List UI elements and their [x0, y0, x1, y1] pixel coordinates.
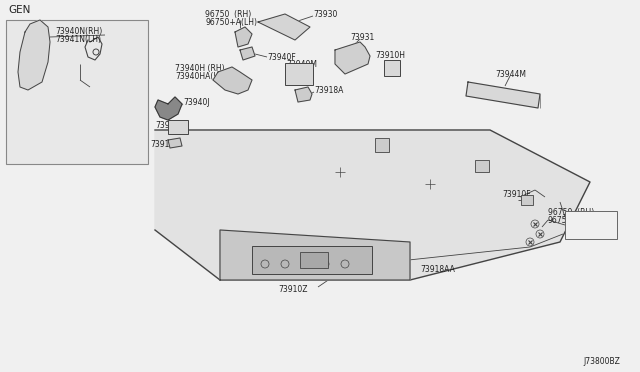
- Text: 73910Z: 73910Z: [278, 285, 307, 294]
- Text: 73918AA: 73918AA: [420, 264, 455, 273]
- Text: 73940M: 73940M: [582, 222, 613, 231]
- Text: GEN: GEN: [8, 5, 30, 15]
- Polygon shape: [235, 27, 252, 47]
- Bar: [521, 195, 533, 205]
- Text: 73918A: 73918A: [150, 140, 179, 148]
- Text: 96750  (RH): 96750 (RH): [548, 208, 595, 217]
- Text: 73944M: 73944M: [495, 70, 526, 78]
- Text: 73940M: 73940M: [155, 121, 186, 129]
- Polygon shape: [220, 230, 410, 280]
- Polygon shape: [18, 20, 50, 90]
- Text: 73941N(LH): 73941N(LH): [55, 35, 101, 44]
- Text: J73800BZ: J73800BZ: [583, 357, 620, 366]
- Bar: [168, 120, 188, 134]
- Polygon shape: [155, 97, 182, 120]
- Text: 73940H (RH): 73940H (RH): [175, 64, 225, 73]
- Polygon shape: [155, 130, 590, 280]
- Polygon shape: [335, 42, 370, 74]
- Text: 73940J: 73940J: [183, 97, 210, 106]
- Text: 73940F: 73940F: [267, 52, 296, 61]
- Bar: [475, 160, 489, 172]
- Text: 73918A: 73918A: [314, 86, 344, 94]
- Bar: [6, 20, 148, 164]
- Bar: [300, 252, 328, 268]
- Text: 96750+A(LH): 96750+A(LH): [548, 215, 600, 224]
- Bar: [285, 63, 313, 85]
- Text: 73940N(RH): 73940N(RH): [55, 26, 102, 35]
- Bar: [375, 138, 389, 152]
- Polygon shape: [240, 47, 255, 60]
- Text: 73931: 73931: [350, 32, 374, 42]
- Bar: [384, 60, 400, 76]
- Text: 73940M: 73940M: [286, 60, 317, 68]
- Bar: [252, 246, 372, 274]
- Polygon shape: [466, 82, 540, 108]
- Text: 96750+A(LH): 96750+A(LH): [205, 17, 257, 26]
- FancyBboxPatch shape: [565, 211, 617, 239]
- Polygon shape: [258, 14, 310, 40]
- Text: 73940HA(LH): 73940HA(LH): [175, 71, 227, 80]
- Text: 96750  (RH): 96750 (RH): [205, 10, 252, 19]
- Polygon shape: [295, 87, 312, 102]
- Text: 73910F: 73910F: [502, 189, 531, 199]
- Polygon shape: [168, 138, 182, 148]
- Text: 73910H: 73910H: [375, 51, 405, 60]
- Text: 73930: 73930: [313, 10, 337, 19]
- Polygon shape: [213, 67, 252, 94]
